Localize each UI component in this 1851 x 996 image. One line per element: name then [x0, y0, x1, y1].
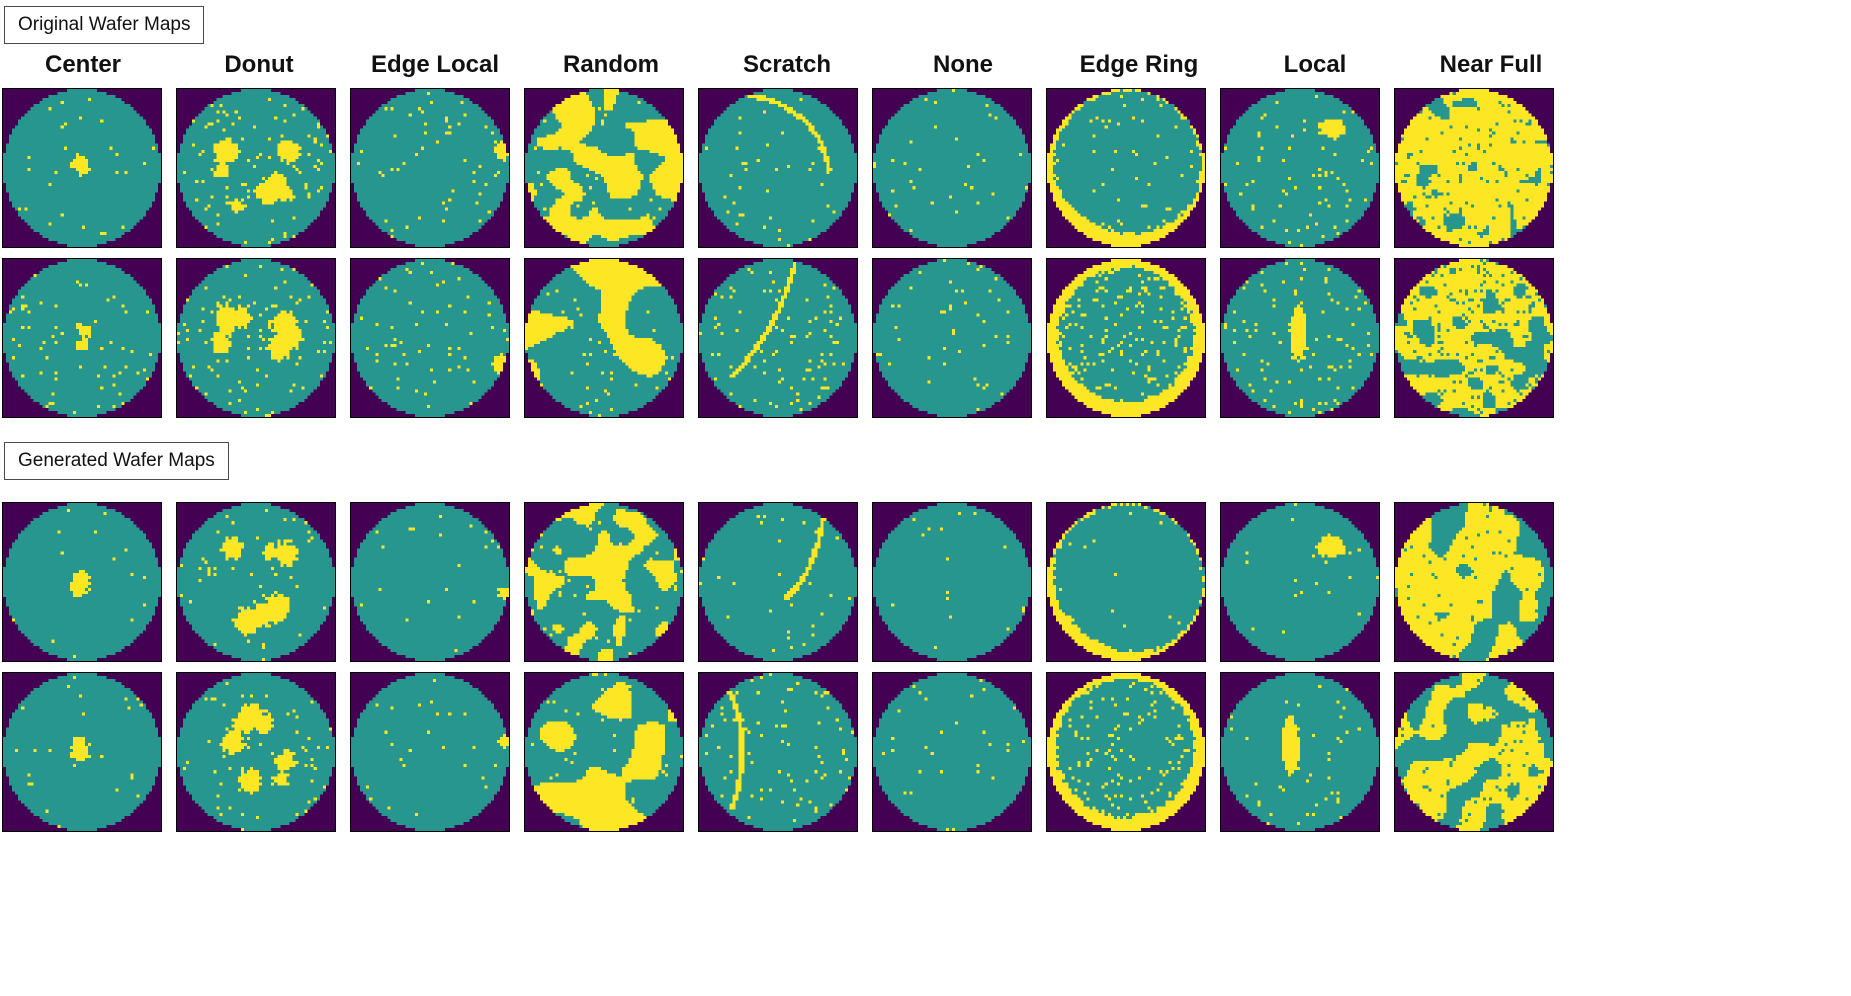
wafer-map-original-donut-2: [176, 258, 336, 418]
wafer-map-generated-none-1: [872, 502, 1032, 662]
wafer-map-original-edge-local-2: [350, 258, 510, 418]
wafer-map-generated-scratch-1: [698, 502, 858, 662]
column-header-edge-ring: Edge Ring: [1079, 51, 1199, 78]
wafer-map-generated-local-2: [1220, 672, 1380, 832]
wafer-map-generated-edge-local-1: [350, 502, 510, 662]
wafer-map-original-edge-local-1: [350, 88, 510, 248]
wafer-map-original-scratch-2: [698, 258, 858, 418]
column-header-donut: Donut: [224, 51, 294, 78]
wafer-map-original-near-full-1: [1394, 88, 1554, 248]
column-header-near-full: Near Full: [1439, 51, 1543, 78]
wafer-map-generated-none-2: [872, 672, 1032, 832]
category-header-row: Center Donut Edge Local Random Scratch N…: [2, 50, 1851, 80]
wafer-map-generated-center-1: [2, 502, 162, 662]
wafer-map-generated-donut-1: [176, 502, 336, 662]
column-header-edge-local: Edge Local: [370, 51, 500, 78]
wafer-map-figure: Original Wafer Maps Center Donut Edge Lo…: [2, 6, 1851, 832]
wafer-map-generated-edge-ring-1: [1046, 502, 1206, 662]
column-header-scratch: Scratch: [742, 51, 832, 78]
wafer-map-original-random-2: [524, 258, 684, 418]
generated-wafer-row-2: [2, 672, 1851, 832]
wafer-map-original-edge-ring-2: [1046, 258, 1206, 418]
original-wafer-row-1: [2, 88, 1851, 248]
wafer-map-original-donut-1: [176, 88, 336, 248]
wafer-map-generated-scratch-2: [698, 672, 858, 832]
wafer-map-original-local-2: [1220, 258, 1380, 418]
wafer-map-generated-center-2: [2, 672, 162, 832]
wafer-map-original-none-2: [872, 258, 1032, 418]
wafer-map-generated-donut-2: [176, 672, 336, 832]
wafer-map-original-center-2: [2, 258, 162, 418]
wafer-map-original-none-1: [872, 88, 1032, 248]
column-header-random: Random: [563, 51, 659, 78]
column-header-center: Center: [44, 51, 122, 78]
column-header-none: None: [933, 51, 993, 78]
wafer-map-generated-random-2: [524, 672, 684, 832]
generated-section-label: Generated Wafer Maps: [4, 442, 229, 480]
column-header-local: Local: [1283, 51, 1347, 78]
original-section-label: Original Wafer Maps: [4, 6, 205, 44]
wafer-map-original-center-1: [2, 88, 162, 248]
original-wafer-row-2: [2, 258, 1851, 418]
wafer-map-original-local-1: [1220, 88, 1380, 248]
wafer-map-generated-near-full-1: [1394, 502, 1554, 662]
wafer-map-generated-near-full-2: [1394, 672, 1554, 832]
wafer-map-original-random-1: [524, 88, 684, 248]
wafer-map-original-near-full-2: [1394, 258, 1554, 418]
wafer-map-original-scratch-1: [698, 88, 858, 248]
generated-wafer-row-1: [2, 502, 1851, 662]
wafer-map-generated-edge-ring-2: [1046, 672, 1206, 832]
wafer-map-generated-edge-local-2: [350, 672, 510, 832]
wafer-map-generated-local-1: [1220, 502, 1380, 662]
wafer-map-generated-random-1: [524, 502, 684, 662]
wafer-map-original-edge-ring-1: [1046, 88, 1206, 248]
